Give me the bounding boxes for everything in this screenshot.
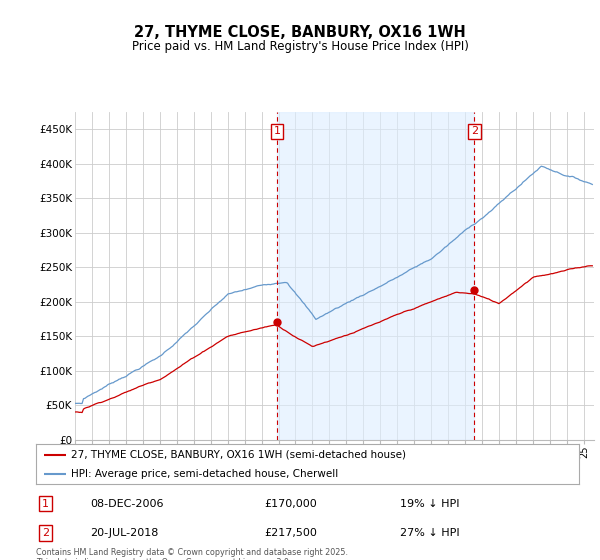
Text: 19% ↓ HPI: 19% ↓ HPI xyxy=(400,498,460,508)
Bar xyxy=(277,112,474,440)
Text: Contains HM Land Registry data © Crown copyright and database right 2025.
This d: Contains HM Land Registry data © Crown c… xyxy=(36,548,348,560)
Text: HPI: Average price, semi-detached house, Cherwell: HPI: Average price, semi-detached house,… xyxy=(71,469,338,478)
Text: 2: 2 xyxy=(470,127,478,136)
Text: £217,500: £217,500 xyxy=(264,528,317,538)
Text: £170,000: £170,000 xyxy=(264,498,317,508)
Text: 08-DEC-2006: 08-DEC-2006 xyxy=(91,498,164,508)
Text: 27, THYME CLOSE, BANBURY, OX16 1WH: 27, THYME CLOSE, BANBURY, OX16 1WH xyxy=(134,25,466,40)
Text: 27, THYME CLOSE, BANBURY, OX16 1WH (semi-detached house): 27, THYME CLOSE, BANBURY, OX16 1WH (semi… xyxy=(71,450,406,460)
Text: 27% ↓ HPI: 27% ↓ HPI xyxy=(400,528,460,538)
Text: 1: 1 xyxy=(274,127,281,136)
Text: 2: 2 xyxy=(42,528,49,538)
Text: 1: 1 xyxy=(42,498,49,508)
Text: Price paid vs. HM Land Registry's House Price Index (HPI): Price paid vs. HM Land Registry's House … xyxy=(131,40,469,53)
Text: 20-JUL-2018: 20-JUL-2018 xyxy=(91,528,158,538)
